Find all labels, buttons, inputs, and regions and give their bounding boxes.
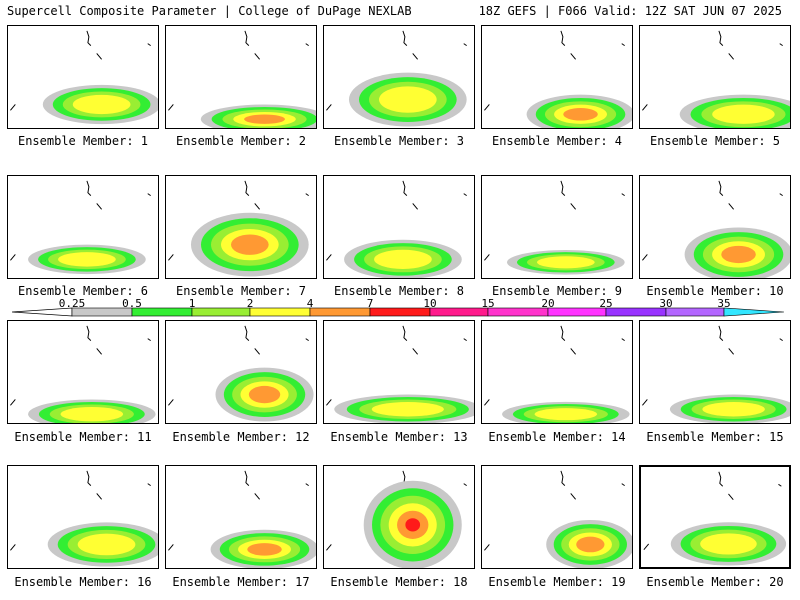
color-scale-tick-label: 25 (599, 297, 613, 310)
color-scale-tick-label: 0.5 (122, 297, 142, 310)
color-scale-tick-label: 4 (306, 297, 314, 310)
ensemble-member-label: Ensemble Member: 2 (175, 134, 307, 148)
ensemble-member-label: Ensemble Member: 6 (17, 284, 149, 298)
color-scale-swatches (12, 307, 785, 317)
color-scale-tick-label: 7 (366, 297, 374, 310)
ensemble-member-label: Ensemble Member: 5 (649, 134, 781, 148)
ensemble-member-map (323, 320, 475, 424)
ensemble-member-map (481, 465, 633, 569)
ensemble-member-label: Ensemble Member: 16 (14, 575, 152, 589)
ensemble-member-map (165, 465, 317, 569)
ensemble-member-map (639, 175, 791, 279)
ensemble-member-label: Ensemble Member: 17 (172, 575, 310, 589)
ensemble-member-map (7, 465, 159, 569)
valid-time-label: 18Z GEFS | F066 Valid: 12Z SAT JUN 07 20… (478, 4, 782, 18)
color-scale-bar: 0.25 0.5 1 2 4 7 10 15 20 25 30 35 (12, 297, 788, 319)
ensemble-member-label: Ensemble Member: 8 (333, 284, 465, 298)
color-scale-tick-label: 0.25 (58, 297, 86, 310)
ensemble-member-map (165, 320, 317, 424)
ensemble-member-map (639, 25, 791, 129)
ensemble-member-label: Ensemble Member: 11 (14, 430, 152, 444)
color-scale-tick-label: 10 (423, 297, 437, 310)
ensemble-member-map (481, 320, 633, 424)
color-scale-tick-label: 15 (481, 297, 495, 310)
ensemble-member-label: Ensemble Member: 3 (333, 134, 465, 148)
ensemble-member-label: Ensemble Member: 13 (330, 430, 468, 444)
ensemble-member-label: Ensemble Member: 12 (172, 430, 310, 444)
ensemble-member-label: Ensemble Member: 4 (491, 134, 623, 148)
ensemble-member-map (323, 175, 475, 279)
ensemble-member-map (639, 465, 791, 569)
ensemble-member-map (165, 175, 317, 279)
ensemble-member-map (7, 175, 159, 279)
map-title: Supercell Composite Parameter | College … (7, 4, 412, 18)
ensemble-member-map (323, 465, 475, 569)
color-scale-tick-label: 2 (246, 297, 254, 310)
color-scale-tick-label: 30 (659, 297, 673, 310)
ensemble-member-label: Ensemble Member: 18 (330, 575, 468, 589)
ensemble-member-map (481, 175, 633, 279)
ensemble-member-map (7, 25, 159, 129)
ensemble-member-map (481, 25, 633, 129)
ensemble-member-map (7, 320, 159, 424)
ensemble-member-map (323, 25, 475, 129)
ensemble-member-map (165, 25, 317, 129)
ensemble-member-label: Ensemble Member: 19 (488, 575, 626, 589)
ensemble-member-label: Ensemble Member: 20 (646, 575, 784, 589)
ensemble-member-label: Ensemble Member: 14 (488, 430, 626, 444)
color-scale-tick-label: 35 (717, 297, 731, 310)
ensemble-member-label: Ensemble Member: 1 (17, 134, 149, 148)
ensemble-member-label: Ensemble Member: 15 (646, 430, 784, 444)
ensemble-member-label: Ensemble Member: 7 (175, 284, 307, 298)
ensemble-member-map (639, 320, 791, 424)
color-scale-tick-label: 20 (541, 297, 555, 310)
color-scale-tick-label: 1 (188, 297, 196, 310)
ensemble-member-label: Ensemble Member: 9 (491, 284, 623, 298)
ensemble-member-label: Ensemble Member: 10 (646, 284, 784, 298)
